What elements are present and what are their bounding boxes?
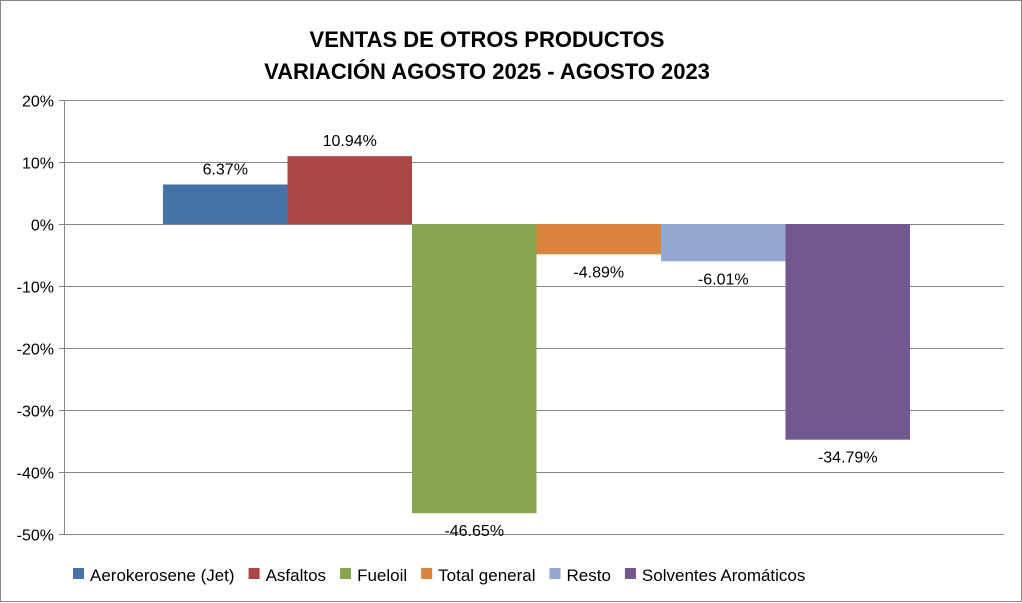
legend-item-label: Fueloil — [357, 566, 407, 585]
legend-item-label: Solventes Aromáticos — [642, 566, 805, 585]
legend-swatch — [421, 568, 433, 579]
data-label: -34.79% — [818, 450, 878, 467]
data-labels: 6.37% 10.94% -46.65% -4.89% -6.01% -34.79% — [203, 133, 878, 540]
chart-title-line-1: VENTAS DE OTROS PRODUCTOS — [310, 27, 665, 52]
data-label: -4.89% — [573, 264, 624, 281]
data-label: 10.94% — [323, 133, 377, 150]
y-tick-label: -10% — [17, 280, 54, 297]
bars — [163, 156, 910, 514]
bar-total-general — [536, 224, 661, 255]
y-tick-label: 20% — [22, 94, 54, 111]
bar-asfaltos — [287, 156, 412, 224]
data-label: 6.37% — [203, 162, 248, 179]
legend-swatch — [624, 568, 636, 579]
y-axis-ticks: 20% 10% 0% -10% -20% -30% -40% -50% — [17, 94, 65, 545]
data-label: -46.65% — [444, 523, 504, 540]
bar-fueloil — [412, 224, 537, 514]
data-label: -6.01% — [698, 271, 749, 288]
bar-aerokerosene-jet- — [163, 184, 288, 224]
y-tick-label: 0% — [31, 218, 54, 235]
legend-swatch — [340, 568, 352, 579]
legend-item-label: Aerokerosene (Jet) — [90, 566, 235, 585]
bar-solventes-arom-ticos — [785, 224, 910, 440]
legend-swatch — [248, 568, 260, 579]
y-tick-label: -50% — [17, 528, 54, 545]
y-tick-label: -30% — [17, 404, 54, 421]
chart-title-line-2: VARIACIÓN AGOSTO 2025 - AGOSTO 2023 — [264, 59, 710, 84]
legend-swatch — [73, 568, 84, 579]
legend-item-label: Asfaltos — [266, 566, 326, 585]
legend: Aerokerosene (Jet) Asfaltos Fueloil Total g… — [73, 566, 805, 585]
y-tick-label: -20% — [17, 342, 54, 359]
legend-item-label: Total general — [438, 566, 535, 585]
legend-item-label: Resto — [567, 566, 611, 585]
y-tick-label: -40% — [17, 466, 54, 483]
y-tick-label: 10% — [22, 156, 54, 173]
legend-swatch — [549, 568, 561, 579]
bar-resto — [661, 224, 786, 262]
